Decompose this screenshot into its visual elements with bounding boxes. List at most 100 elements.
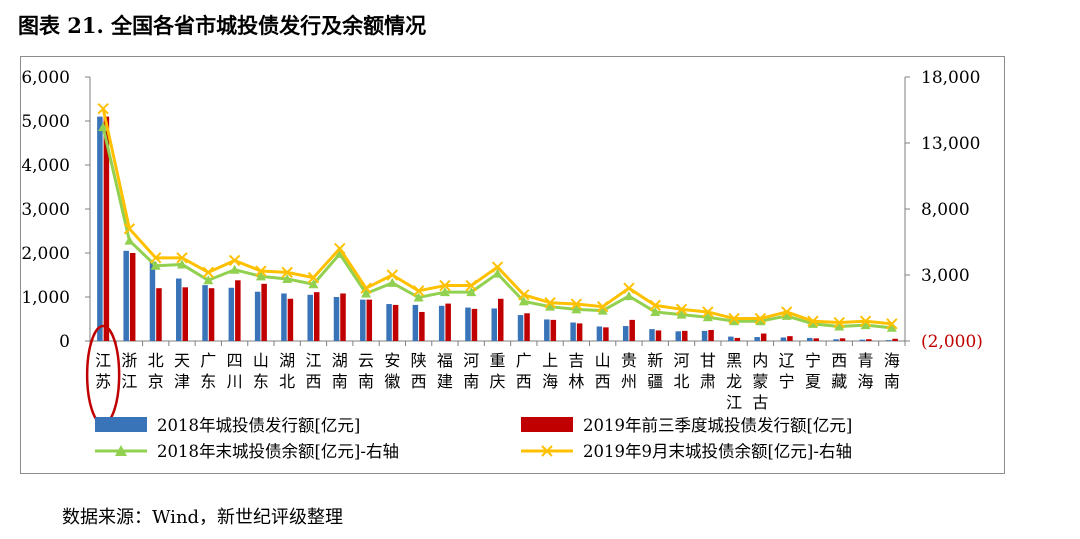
left-tick-label: 1,000 bbox=[21, 288, 70, 308]
line-2019-point-新疆 bbox=[649, 299, 661, 312]
bar-2018-江西 bbox=[307, 294, 313, 341]
bar-2019-新疆 bbox=[655, 330, 662, 341]
bar-2019-吉林 bbox=[576, 323, 583, 341]
line-2018-point-湖南 bbox=[334, 248, 345, 258]
category-label-云南: 云 bbox=[358, 351, 374, 370]
legend-2018-issuance-swatch bbox=[95, 417, 147, 432]
category-label-上海: 海 bbox=[542, 372, 558, 391]
category-label-江西: 西 bbox=[305, 372, 321, 391]
left-tick-label: 2,000 bbox=[21, 244, 70, 264]
category-label-江西: 江 bbox=[305, 351, 321, 370]
bar-2018-青海 bbox=[859, 339, 866, 341]
category-label-天津: 天 bbox=[174, 351, 190, 370]
category-label-河北: 河 bbox=[674, 351, 690, 370]
category-label-海南: 南 bbox=[884, 372, 900, 391]
category-label-黑龙江: 龙 bbox=[726, 372, 742, 391]
left-tick-label: 3,000 bbox=[21, 200, 70, 220]
line-2019-point-辽宁 bbox=[780, 306, 793, 318]
left-tick-label: 6,000 bbox=[21, 68, 70, 88]
line-2019-point-宁夏 bbox=[807, 315, 819, 327]
category-label-辽宁: 辽 bbox=[779, 351, 795, 370]
legend-2019-issuance-swatch bbox=[521, 417, 573, 432]
left-tick-label: 0 bbox=[59, 332, 70, 352]
line-2019-marker-stroke bbox=[518, 289, 530, 301]
bar-2018-内蒙古 bbox=[754, 337, 760, 341]
bar-2019-四川 bbox=[235, 280, 241, 341]
category-label-湖北: 北 bbox=[279, 372, 295, 391]
bar-series-group bbox=[97, 116, 898, 341]
line-2019-point-江苏 bbox=[97, 102, 109, 115]
bar-2019-山东 bbox=[261, 283, 267, 341]
legend-2018-balance-label: 2018年末城投债余额[亿元]-右轴 bbox=[157, 442, 399, 461]
bar-2019-北京 bbox=[156, 288, 162, 341]
category-label-广西: 西 bbox=[516, 372, 532, 391]
bar-2019-辽宁 bbox=[787, 336, 793, 341]
line-2019-marker-stroke bbox=[886, 318, 898, 330]
bar-2018-四川 bbox=[228, 287, 235, 341]
category-label-重庆: 庆 bbox=[489, 372, 505, 391]
line-2018-point-黑龙江 bbox=[729, 316, 740, 326]
bar-2018-浙江 bbox=[123, 250, 129, 341]
line-2019-marker-stroke bbox=[176, 252, 188, 264]
line-2018-point-山东 bbox=[255, 271, 266, 281]
bar-2018-甘肃 bbox=[701, 330, 708, 341]
category-label-宁夏: 宁 bbox=[805, 351, 821, 370]
line-2019-marker-stroke bbox=[150, 252, 162, 264]
line-2018-line bbox=[101, 126, 893, 330]
line-2018-point-陕西 bbox=[413, 292, 424, 302]
line-2018-point-新疆 bbox=[650, 306, 661, 316]
category-label-山东: 山 bbox=[253, 351, 269, 370]
line-2018-point-河南 bbox=[466, 287, 477, 297]
category-label-甘肃: 甘 bbox=[700, 351, 716, 370]
line-2019-marker-stroke bbox=[202, 266, 215, 279]
category-label-贵州: 贵 bbox=[621, 351, 637, 370]
line-2019-point-内蒙古 bbox=[754, 312, 767, 325]
line-2019-marker-stroke bbox=[596, 300, 609, 313]
category-label-江苏: 江 bbox=[95, 351, 111, 370]
bar-2019-山西 bbox=[603, 327, 609, 341]
bar-2018-山西 bbox=[596, 326, 603, 341]
line-2018-point-甘肃 bbox=[702, 312, 713, 322]
line-2019-marker-stroke bbox=[754, 312, 767, 325]
category-labels: 江苏浙江北京天津广东四川山东湖北江西湖南云南安徽陕西福建河南重庆广西上海吉林山西… bbox=[85, 324, 900, 426]
bar-2019-云南 bbox=[366, 299, 373, 341]
bar-2018-海南 bbox=[885, 340, 892, 341]
category-label-西藏: 藏 bbox=[831, 372, 847, 391]
category-label-广东: 广 bbox=[200, 351, 216, 370]
category-label-内蒙古: 内 bbox=[752, 351, 768, 370]
left-tick-label: 4,000 bbox=[21, 156, 70, 176]
category-label-天津: 津 bbox=[174, 372, 190, 391]
bar-2019-浙江 bbox=[129, 253, 136, 341]
bar-2019-青海 bbox=[866, 339, 872, 341]
bar-2019-海南 bbox=[892, 338, 898, 341]
bar-2018-贵州 bbox=[622, 326, 629, 341]
line-2019-marker-stroke bbox=[702, 306, 714, 318]
chart-title: 图表 21. 全国各省市城投债发行及余额情况 bbox=[18, 13, 427, 38]
line-2019-marker-stroke bbox=[307, 271, 320, 284]
line-2019-point-河南 bbox=[465, 279, 477, 292]
bar-2018-江苏 bbox=[97, 116, 103, 341]
line-2018-point-重庆 bbox=[492, 268, 503, 278]
line-2019-marker-stroke bbox=[465, 279, 477, 292]
category-label-湖南: 湖 bbox=[332, 351, 348, 370]
source-note: 数据来源：Wind，新世纪评级整理 bbox=[62, 507, 344, 528]
line-2019-point-广东 bbox=[202, 266, 215, 279]
line-2019-point-湖北 bbox=[281, 266, 293, 279]
bar-2018-河北 bbox=[675, 331, 682, 341]
category-label-浙江: 浙 bbox=[121, 351, 137, 370]
line-2018-point-广东 bbox=[203, 275, 214, 285]
bar-2018-广西 bbox=[517, 315, 524, 341]
category-label-吉林: 吉 bbox=[568, 351, 584, 370]
bar-2019-黑龙江 bbox=[734, 337, 741, 341]
bar-2019-重庆 bbox=[498, 298, 504, 341]
line-2019-marker-stroke bbox=[649, 299, 661, 312]
category-label-四川: 川 bbox=[227, 372, 243, 391]
line-2018-point-湖北 bbox=[282, 273, 293, 283]
right-tick-label: 13,000 bbox=[921, 134, 980, 154]
line-2019-marker-stroke bbox=[281, 266, 293, 279]
category-label-北京: 京 bbox=[148, 372, 164, 391]
bar-2019-陕西 bbox=[419, 311, 425, 341]
line-series-group bbox=[97, 102, 898, 332]
category-label-湖北: 湖 bbox=[279, 351, 295, 370]
line-2019-point-山东 bbox=[255, 265, 267, 277]
